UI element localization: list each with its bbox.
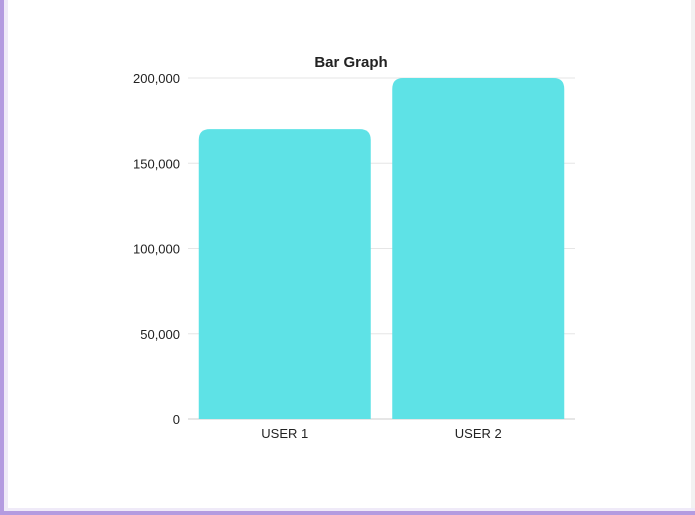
panel-bottom-border-inner <box>4 508 695 511</box>
chart-title: Bar Graph <box>314 54 387 71</box>
y-tick-label: 0 <box>173 412 180 427</box>
y-tick-label: 100,000 <box>133 242 180 257</box>
bar-user-1[interactable] <box>198 129 371 419</box>
y-tick-label: 200,000 <box>133 71 180 86</box>
y-tick-label: 150,000 <box>133 156 180 171</box>
y-axis-ticks: 0 50,000 100,000 150,000 200,000 <box>133 71 180 427</box>
panel-left-border-inner <box>4 0 8 515</box>
y-tick-label: 50,000 <box>140 327 180 342</box>
x-axis-ticks: USER 1 USER 2 <box>261 426 501 441</box>
bars <box>198 78 565 419</box>
panel-bottom-border <box>0 511 695 515</box>
bar-user-2[interactable] <box>392 78 565 419</box>
panel-right-border <box>691 0 695 515</box>
panel-left-border <box>0 0 4 515</box>
x-tick-label: USER 1 <box>261 426 308 441</box>
x-tick-label: USER 2 <box>455 426 502 441</box>
